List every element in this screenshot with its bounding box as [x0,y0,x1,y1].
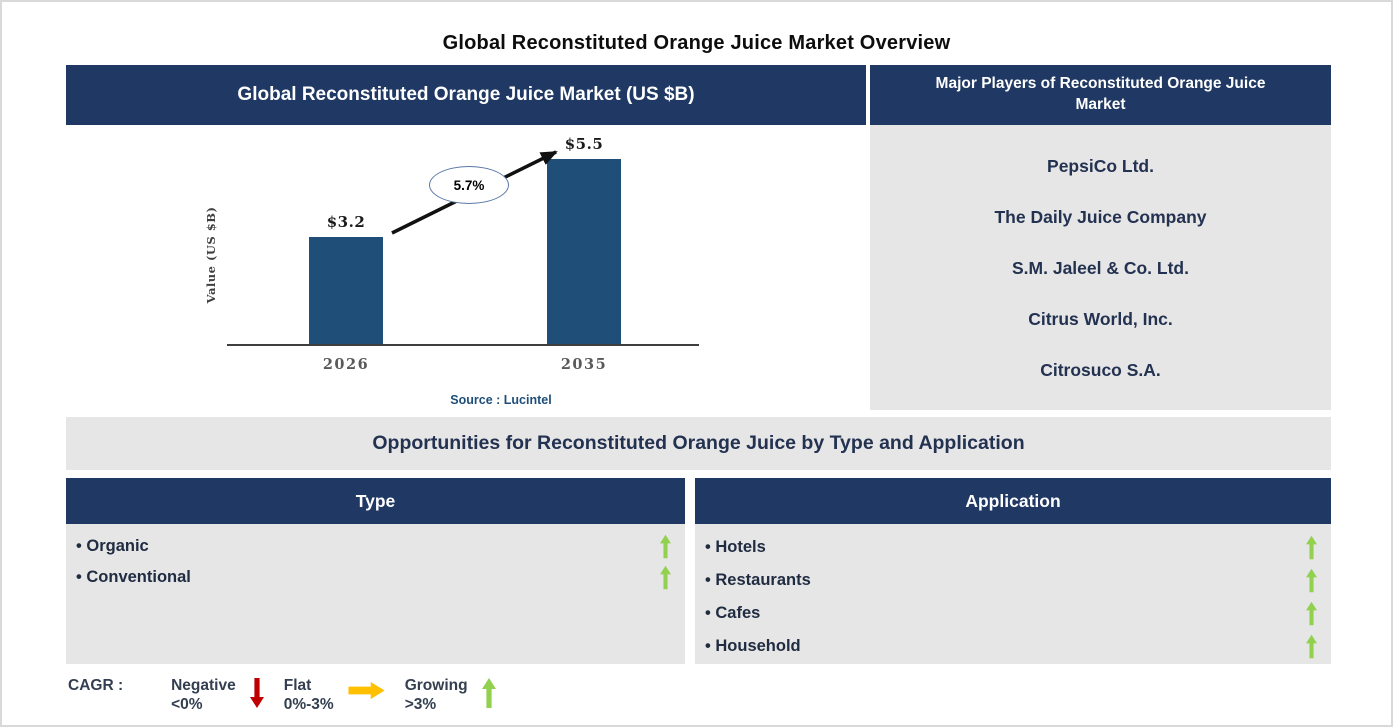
x-axis-line [227,344,699,346]
application-table-header: Application [695,478,1331,524]
player-name: Citrus World, Inc. [1028,309,1173,329]
application-table-body: Hotels Restaurants Cafes Household [695,524,1331,664]
legend-prefix: CAGR : [68,677,124,694]
legend-label: Growing [404,677,468,694]
up-arrow-icon [660,565,671,590]
table-row: Restaurants [705,564,1317,597]
players-list: PepsiCo Ltd. The Daily Juice Company S.M… [870,125,1331,410]
bar-group-2035: $5.5 [547,135,621,346]
table-row: Household [705,630,1317,663]
up-arrow-icon [1306,634,1317,659]
table-row: Hotels [705,531,1317,564]
legend-range: >3% [404,696,437,714]
legend-item-flat: Flat 0%-3% [284,676,405,715]
bar-chart: Value (US $B) $3.2 $5.5 2026 2035 [66,125,866,410]
legend-label: Flat [283,677,312,694]
table-row: Conventional [76,562,671,593]
player-name: Citrosuco S.A. [1040,360,1161,380]
legend-label: Negative [171,677,236,694]
players-header: Major Players of Reconstituted Orange Ju… [870,65,1331,125]
source-note: Source : Lucintel [450,393,552,407]
bar-2035 [547,159,621,346]
page-title: Global Reconstituted Orange Juice Market… [442,32,951,54]
up-arrow-icon [481,676,496,710]
player-name: PepsiCo Ltd. [1047,156,1154,176]
chart-plot: $3.2 $5.5 [66,125,866,346]
x-tick-2035: 2035 [560,356,608,373]
table-row: Organic [76,531,671,562]
major-players-panel: Major Players of Reconstituted Orange Ju… [870,65,1331,410]
bar-value-label: $5.5 [564,135,604,153]
application-item-label: Hotels [705,538,765,557]
legend-range: <0% [171,696,203,714]
bar-value-label: $3.2 [326,213,366,231]
up-arrow-icon [1306,601,1317,626]
cagr-legend: CAGR : Negative <0% Flat 0%-3% Growing >… [68,676,516,715]
bar-2026 [309,237,383,346]
legend-item-growing: Growing >3% [405,676,516,715]
type-table-body: Organic Conventional [66,524,685,664]
player-name: S.M. Jaleel & Co. Ltd. [1012,258,1189,278]
right-arrow-icon [348,682,385,699]
application-item-label: Household [705,637,800,656]
down-arrow-icon [249,676,264,710]
bar-group-2026: $3.2 [309,213,383,346]
x-tick-2026: 2026 [322,356,370,373]
application-item-label: Cafes [705,604,760,623]
application-item-label: Restaurants [705,571,810,590]
type-item-label: Organic [76,537,148,556]
table-row: Cafes [705,597,1317,630]
type-item-label: Conventional [76,568,191,587]
legend-item-negative: Negative <0% [171,676,284,715]
cagr-annotation: 5.7% [429,166,509,204]
type-table: Type Organic Conventional [66,478,685,664]
application-table: Application Hotels Restaurants Cafes [695,478,1331,664]
up-arrow-icon [1306,535,1317,560]
type-table-header: Type [66,478,685,524]
market-chart-panel: Global Reconstituted Orange Juice Market… [66,65,866,410]
player-name: The Daily Juice Company [994,207,1207,227]
legend-range: 0%-3% [283,696,334,714]
opportunities-banner: Opportunities for Reconstituted Orange J… [66,417,1331,470]
chart-panel-header: Global Reconstituted Orange Juice Market… [66,65,866,125]
up-arrow-icon [1306,568,1317,593]
up-arrow-icon [660,534,671,559]
